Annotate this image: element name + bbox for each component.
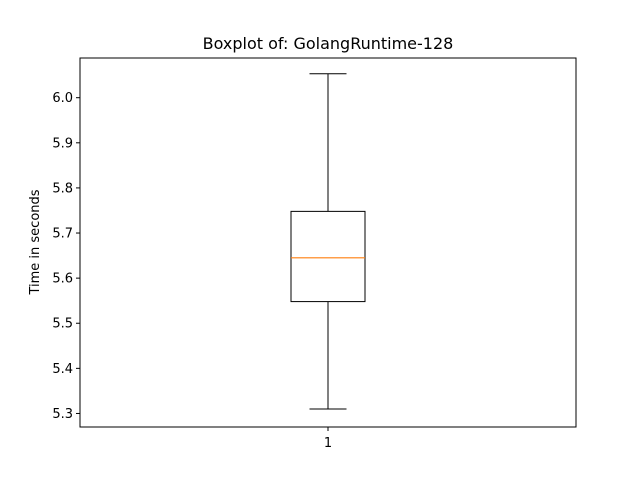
- y-tick-label: 5.7: [52, 227, 73, 242]
- chart-title: Boxplot of: GolangRuntime-128: [203, 34, 454, 53]
- y-tick-label: 5.3: [52, 407, 73, 422]
- y-tick-label: 6.0: [52, 91, 73, 106]
- y-tick-label: 5.5: [52, 317, 73, 332]
- y-tick-label: 5.4: [52, 362, 73, 377]
- x-tick-label: 1: [324, 436, 332, 451]
- axes-frame: [79, 57, 577, 428]
- y-tick-label: 5.6: [52, 272, 73, 287]
- box-iqr: [290, 210, 366, 303]
- y-axis-label: Time in seconds: [28, 189, 43, 295]
- plot-area: 5.3 5.4 5.5 5.6 5.7 5.8 5.9 6.0 1: [52, 73, 366, 451]
- y-tick-label: 5.8: [52, 181, 73, 196]
- y-tick-label: 5.9: [52, 136, 73, 151]
